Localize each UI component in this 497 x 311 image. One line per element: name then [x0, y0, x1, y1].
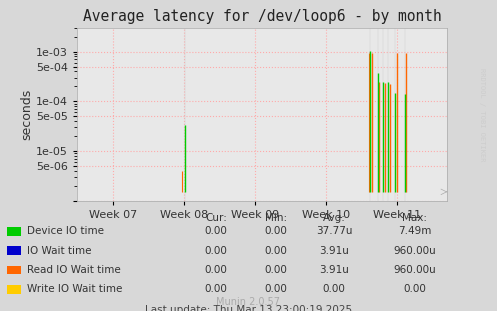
Text: Read IO Wait time: Read IO Wait time [27, 265, 121, 275]
Text: Min:: Min: [265, 213, 287, 223]
Text: 0.00: 0.00 [264, 226, 287, 236]
Text: IO Wait time: IO Wait time [27, 246, 92, 256]
Text: Device IO time: Device IO time [27, 226, 104, 236]
Text: Max:: Max: [403, 213, 427, 223]
Text: Cur:: Cur: [205, 213, 227, 223]
Text: 7.49m: 7.49m [398, 226, 432, 236]
Text: 0.00: 0.00 [205, 246, 228, 256]
Text: 0.00: 0.00 [205, 265, 228, 275]
Text: 0.00: 0.00 [323, 284, 345, 294]
Text: 37.77u: 37.77u [316, 226, 352, 236]
Text: 0.00: 0.00 [205, 284, 228, 294]
Text: Munin 2.0.57: Munin 2.0.57 [217, 297, 280, 307]
Text: Last update: Thu Mar 13 23:00:19 2025: Last update: Thu Mar 13 23:00:19 2025 [145, 305, 352, 311]
Text: Write IO Wait time: Write IO Wait time [27, 284, 123, 294]
Text: RRDTOOL / TOBI OETIKER: RRDTOOL / TOBI OETIKER [479, 68, 485, 162]
Text: 0.00: 0.00 [264, 246, 287, 256]
Text: 0.00: 0.00 [264, 265, 287, 275]
Text: Avg:: Avg: [323, 213, 345, 223]
Text: 0.00: 0.00 [404, 284, 426, 294]
Text: 0.00: 0.00 [264, 284, 287, 294]
Text: 0.00: 0.00 [205, 226, 228, 236]
Text: 3.91u: 3.91u [319, 246, 349, 256]
Text: 3.91u: 3.91u [319, 265, 349, 275]
Text: 960.00u: 960.00u [394, 246, 436, 256]
Title: Average latency for /dev/loop6 - by month: Average latency for /dev/loop6 - by mont… [83, 9, 441, 24]
Text: 960.00u: 960.00u [394, 265, 436, 275]
Y-axis label: seconds: seconds [20, 89, 33, 140]
